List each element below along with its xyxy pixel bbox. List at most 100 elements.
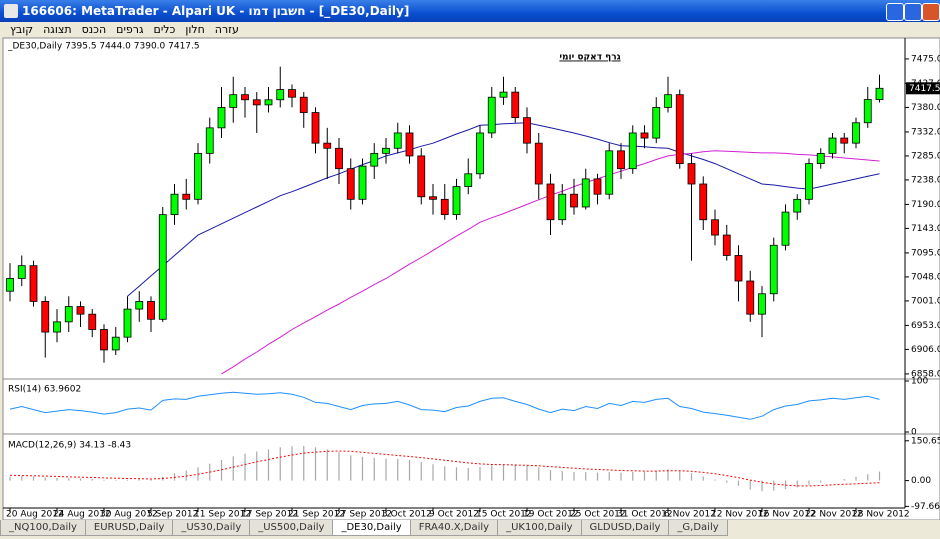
y-tick-label: 0.00 — [911, 476, 931, 486]
chart-tab[interactable]: _UK100,Daily — [497, 520, 582, 536]
chart-tab[interactable]: _US30,Daily — [172, 520, 251, 536]
y-tick-label: 7380.0 — [911, 103, 940, 113]
pane-title: MACD(12,26,9) 34.13 -8.43 — [8, 441, 131, 451]
app-icon — [4, 4, 18, 18]
candle-body — [793, 198, 802, 213]
chart-tab[interactable]: _DE30,Daily — [332, 520, 411, 536]
menu-item[interactable]: גרפים — [116, 23, 144, 36]
candle-body — [311, 112, 320, 144]
menu-item[interactable]: כלים — [153, 23, 176, 36]
candle-body — [581, 178, 590, 208]
candle-body — [194, 152, 202, 200]
candle-body — [828, 137, 837, 154]
y-tick-label: 7048.0 — [911, 272, 940, 282]
chart-tab[interactable]: _NQ100,Daily — [0, 520, 86, 536]
candle-body — [429, 196, 437, 200]
candle-body — [746, 280, 755, 315]
candle-body — [405, 132, 414, 157]
candle-body — [417, 155, 426, 198]
candle-body — [135, 301, 144, 310]
menu-item[interactable]: קובץ — [10, 23, 34, 36]
y-tick-label: 7143.0 — [911, 224, 940, 234]
candle-body — [664, 94, 672, 108]
chart-title: גרף דאקס יומי — [559, 53, 620, 63]
x-tick-label: 3 Oct 2012 — [382, 510, 432, 520]
y-tick-label: 7332.0 — [911, 127, 940, 137]
candle-body — [299, 96, 308, 113]
candle-body — [158, 214, 167, 320]
candle-body — [711, 219, 719, 236]
chart-tab[interactable]: _US500,Daily — [249, 520, 334, 536]
x-tick-label: 6 Nov 2012 — [664, 510, 716, 520]
maximize-button[interactable] — [904, 3, 922, 21]
candle-body — [205, 127, 214, 154]
candle-body — [640, 132, 649, 139]
menu-item[interactable]: תצוגה — [43, 23, 72, 36]
signal-line — [9, 450, 880, 487]
candle-body — [29, 265, 38, 302]
candle-body — [570, 193, 578, 208]
candle-body — [64, 306, 73, 323]
candle-body — [675, 94, 684, 164]
candle-body — [252, 99, 261, 106]
menu-item[interactable]: הכנס — [81, 23, 107, 36]
candle-body — [229, 94, 238, 108]
x-tick-label: 28 Nov 2012 — [852, 510, 910, 520]
chart-tab[interactable]: _G,Daily — [668, 520, 728, 536]
menu-item[interactable]: עזרה — [214, 23, 239, 36]
chart-tab[interactable]: EURUSD,Daily — [84, 520, 174, 536]
chart-tabs: _NQ100,Daily EURUSD,Daily _US30,Daily _US50… — [0, 520, 940, 539]
x-tick-label: 5 Sep 2012 — [147, 510, 198, 520]
candle-body — [358, 165, 367, 200]
title-bar: 166606: MetaTrader - Alpari UK - חשבון ד… — [0, 0, 940, 22]
last-price-label: 7417.5 — [909, 84, 940, 94]
candle-body — [264, 99, 273, 106]
pane-title: _DE30,Daily 7395.5 7444.0 7390.0 7417.5 — [7, 42, 200, 52]
y-tick-label: 7095.0 — [911, 248, 940, 258]
x-tick-label: 12 Nov 2012 — [711, 510, 769, 520]
candle-body — [41, 301, 50, 333]
x-tick-label: 16 Nov 2012 — [758, 510, 816, 520]
x-tick-label: 22 Nov 2012 — [805, 510, 863, 520]
candle-body — [76, 306, 85, 315]
x-tick-label: 19 Oct 2012 — [523, 510, 579, 520]
candle-body — [182, 193, 191, 200]
candle-body — [382, 147, 390, 154]
y-tick-label: 7190.0 — [911, 200, 940, 210]
y-tick-label: 150.65 — [911, 436, 940, 446]
candle-body — [687, 163, 696, 185]
candle-body — [558, 193, 567, 221]
x-tick-label: 11 Sep 2012 — [194, 510, 251, 520]
candle-body — [393, 132, 402, 149]
y-tick-label: 6953.0 — [911, 321, 940, 331]
chart-tab[interactable]: FRA40.X,Daily — [409, 520, 499, 536]
x-tick-label: 31 Oct 2012 — [617, 510, 673, 520]
chart-tab[interactable]: GLDUSD,Daily — [580, 520, 670, 536]
y-tick-label: 7285.0 — [911, 151, 940, 161]
y-tick-label: 0 — [911, 428, 917, 438]
candle-body — [323, 142, 332, 149]
candle-body — [816, 152, 825, 164]
y-tick-label: 100 — [911, 377, 928, 387]
menu-item[interactable]: חלון — [185, 23, 205, 36]
chart: 6858.0 6906.0 6953.0 7001.0 7048.0 7095.0 7143… — [2, 37, 940, 520]
chart-frame — [2, 37, 940, 520]
candle-body — [217, 107, 226, 129]
candle-body — [276, 89, 285, 101]
candle-body — [147, 301, 155, 320]
candle-body — [123, 308, 132, 338]
candle-body — [88, 313, 97, 330]
candle-body — [6, 278, 14, 292]
candle-body — [346, 168, 355, 200]
candle-body — [440, 198, 449, 216]
candle-body — [288, 89, 296, 98]
candle-body — [241, 94, 249, 101]
candle-body — [53, 321, 61, 333]
candle-body — [476, 132, 484, 175]
candle-body — [499, 91, 508, 98]
candle-body — [840, 137, 849, 144]
minimize-button[interactable] — [886, 3, 904, 21]
candle-body — [722, 234, 731, 256]
candle-body — [170, 193, 179, 216]
